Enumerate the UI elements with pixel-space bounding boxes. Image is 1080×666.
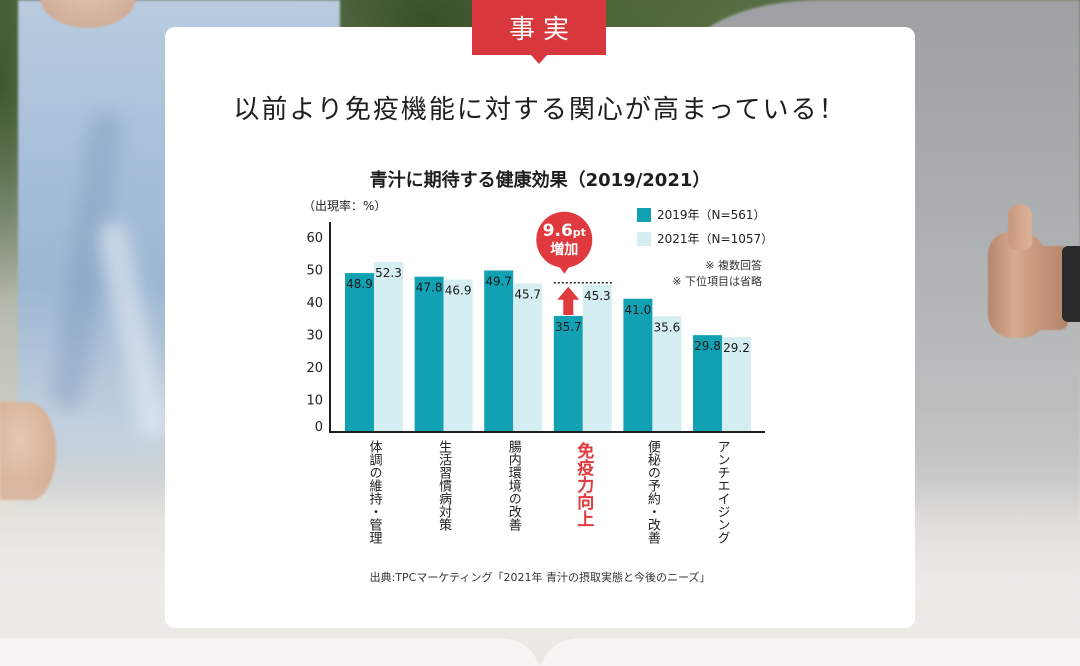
chart-legend: 2019年（N=561） 2021年（N=1057） — [637, 203, 773, 251]
bar — [722, 337, 751, 432]
bar — [652, 316, 682, 432]
legend-label: 2021年（N=1057） — [657, 232, 774, 246]
headline: 以前より免疫機能に対する関心が高まっている！ — [233, 95, 847, 125]
bar — [582, 284, 612, 432]
increase-arrow-icon — [557, 286, 580, 315]
category-label-highlight: 免疫力向上 — [573, 442, 594, 527]
note-multiple-answers: ※ 複数回答 — [705, 259, 762, 272]
callout-value-unit: pt — [573, 226, 586, 239]
data-label: 52.3 — [375, 266, 402, 280]
chart-source: 出典:TPCマーケティング「2021年 青汁の摂取実態と今後のニーズ」 — [369, 571, 711, 584]
bar-chart: 0 10 20 30 40 50 60 48.952.3 47.8 46.9 49.745.7 35.… — [306, 211, 765, 435]
divider-right-panel — [540, 638, 1080, 666]
category-label: アンチエイジング — [714, 440, 730, 544]
category-label: 生活習慣病対策 — [436, 440, 452, 531]
data-label: 48.9 — [346, 277, 373, 291]
y-tick-label: 60 — [306, 231, 323, 246]
legend-label: 2019年（N=561） — [657, 208, 766, 222]
y-tick-label: 40 — [306, 296, 323, 311]
data-label: 35.6 — [654, 320, 681, 334]
section-divider-notch — [0, 638, 1080, 666]
x-category-labels: 体調の維持・管理 生活習慣病対策 腸内環境の改善 免疫力向上 便秘の予約・改善 アンチエイ… — [165, 27, 915, 628]
y-tick-label: 0 — [315, 420, 323, 435]
data-label: 35.7 — [555, 320, 582, 334]
data-label: 29.2 — [723, 341, 750, 355]
bar — [443, 279, 473, 432]
bar — [345, 273, 374, 432]
data-label: 49.7 — [485, 274, 512, 288]
data-label: 47.8 — [416, 281, 443, 295]
bar — [693, 335, 722, 432]
divider-left-panel — [0, 638, 540, 666]
bar — [484, 270, 514, 432]
legend-item-2021: 2021年（N=1057） — [637, 227, 773, 251]
fact-tab: 事実 — [472, 0, 606, 55]
data-label: 45.7 — [514, 287, 541, 301]
y-tick-label: 10 — [306, 394, 323, 409]
bar — [414, 276, 444, 432]
runner-man-watch — [1062, 246, 1080, 322]
category-label: 腸内環境の改善 — [505, 440, 521, 531]
legend-swatch — [637, 232, 651, 246]
category-label: 体調の維持・管理 — [366, 440, 382, 544]
data-label: 41.0 — [625, 303, 652, 317]
runner-man-thumb — [1008, 204, 1032, 250]
note-items-omitted: ※ 下位項目は省略 — [672, 275, 762, 288]
infographic-card: 以前より免疫機能に対する関心が高まっている！ 青汁に期待する健康効果（2019/… — [165, 27, 915, 628]
chart-notes: ※ 複数回答 ※ 下位項目は省略 — [672, 258, 762, 290]
data-label: 29.8 — [694, 339, 721, 353]
callout-value: 9.6pt — [543, 221, 586, 241]
data-label: 45.3 — [584, 289, 611, 303]
legend-swatch — [637, 208, 651, 222]
bar — [374, 262, 403, 432]
callout-text: 増加 — [550, 241, 578, 258]
bar — [623, 298, 653, 432]
chart-title: 青汁に期待する健康効果（2019/2021） — [369, 170, 711, 191]
legend-item-2019: 2019年（N=561） — [637, 203, 773, 227]
y-tick-label: 50 — [306, 264, 323, 279]
y-axis-label: （出現率：%） — [303, 199, 387, 213]
callout-badge — [536, 211, 593, 268]
fact-tab-pointer — [531, 55, 547, 64]
bar — [553, 315, 583, 432]
y-tick-label: 30 — [306, 329, 323, 344]
bar — [513, 283, 543, 432]
data-label: 46.9 — [445, 284, 472, 298]
callout-value-number: 9.6 — [543, 221, 573, 241]
y-tick-label: 20 — [306, 361, 323, 376]
category-label: 便秘の予約・改善 — [644, 440, 660, 544]
